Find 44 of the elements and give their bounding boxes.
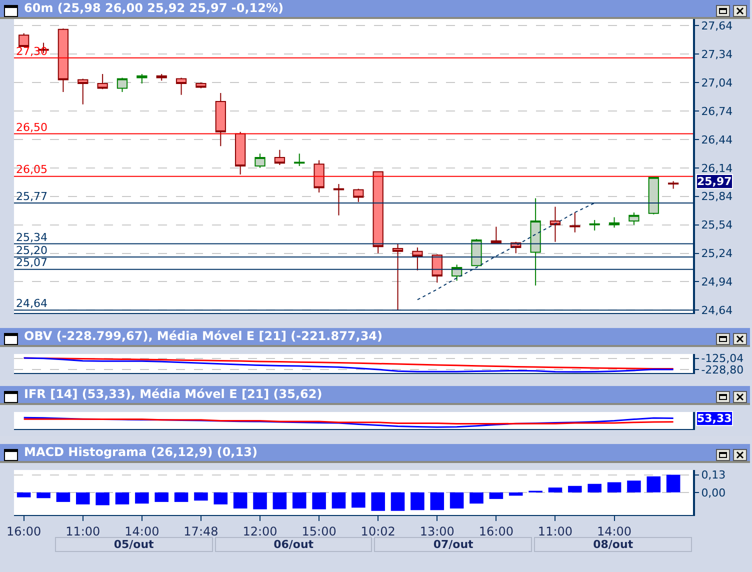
text: 06/out: [214, 537, 372, 552]
y-tick-label: 27,34: [701, 48, 733, 61]
text: 25,97: [697, 175, 732, 188]
chart-title: OBV (-228.799,67), Média Móvel E [21] (-221.877,34): [24, 329, 383, 343]
y-tick-label: 26,74: [701, 104, 733, 118]
text: 53,33: [697, 412, 732, 425]
ref-line-label: 24,64: [16, 297, 48, 310]
y-tick-label: 0,13: [701, 468, 726, 482]
ref-line-label: 25,34: [16, 231, 48, 244]
x-tick-label: 17:48: [184, 524, 218, 538]
chart-title: 60m (25,98 26,00 25,92 25,97 -0,12%): [24, 1, 284, 15]
ref-line-label: 25,07: [16, 256, 48, 269]
y-tick-label: 26,14: [701, 162, 733, 175]
ref-line-label: 27,30: [16, 45, 48, 58]
y-tick-label: -228,80: [701, 363, 744, 376]
y-tick-label: 25,84: [701, 190, 733, 204]
x-tick-label: 16:00: [6, 524, 42, 538]
x-tick-label: 14:00: [124, 524, 160, 538]
y-tick-label: 27,04: [701, 76, 733, 90]
x-tick-label: 10:02: [360, 524, 396, 538]
x-tick-label: 16:00: [478, 524, 514, 538]
ref-line-label: 26,05: [16, 163, 48, 176]
x-tick-label: 14:00: [596, 524, 632, 538]
y-tick-label: -125,04: [701, 352, 744, 366]
text: 08/out: [534, 537, 692, 552]
x-tick-label: 11:00: [538, 524, 573, 538]
chart-title: MACD Histograma (26,12,9) (0,13): [24, 445, 258, 459]
x-tick-label: 15:00: [302, 524, 336, 538]
ref-line-label: 25,77: [16, 190, 48, 203]
ref-line-label: 26,50: [16, 121, 48, 134]
x-tick-label: 12:00: [242, 524, 278, 538]
text: 07/out: [374, 537, 532, 552]
y-tick-label: 0,00: [701, 486, 726, 500]
y-tick-label: 26,44: [701, 133, 733, 146]
x-tick-label: 11:00: [66, 524, 100, 538]
text: 05/out: [54, 537, 213, 552]
y-tick-label: 27,64: [701, 19, 733, 32]
y-tick-label: 25,54: [701, 218, 733, 232]
ref-line-label: 25,20: [16, 244, 48, 257]
chart-title: IFR [14] (53,33), Média Móvel E [21] (35,62): [24, 387, 322, 401]
y-tick-label: 25,24: [701, 247, 733, 260]
y-tick-label: 24,94: [701, 276, 733, 289]
y-tick-label: 24,64: [701, 304, 733, 317]
x-tick-label: 13:00: [420, 524, 454, 538]
